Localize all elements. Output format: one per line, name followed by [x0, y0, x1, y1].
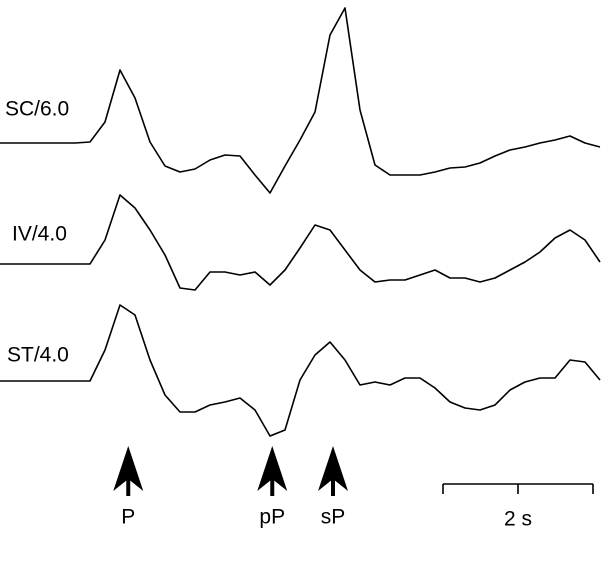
trace-label: IV/4.0	[12, 223, 67, 246]
arrow-label: pP	[259, 506, 285, 529]
trace	[0, 194, 601, 291]
arrow-label: P	[121, 506, 135, 529]
arrow-head	[113, 446, 144, 491]
trace-label: ST/4.0	[7, 344, 69, 367]
trace	[0, 304, 601, 437]
trace-label: SC/6.0	[5, 98, 69, 121]
arrow-head	[257, 446, 288, 491]
scale-label: 2 s	[504, 508, 532, 531]
arrow-head	[318, 446, 348, 491]
trace	[0, 7, 601, 194]
arrow-label: sP	[321, 506, 346, 529]
